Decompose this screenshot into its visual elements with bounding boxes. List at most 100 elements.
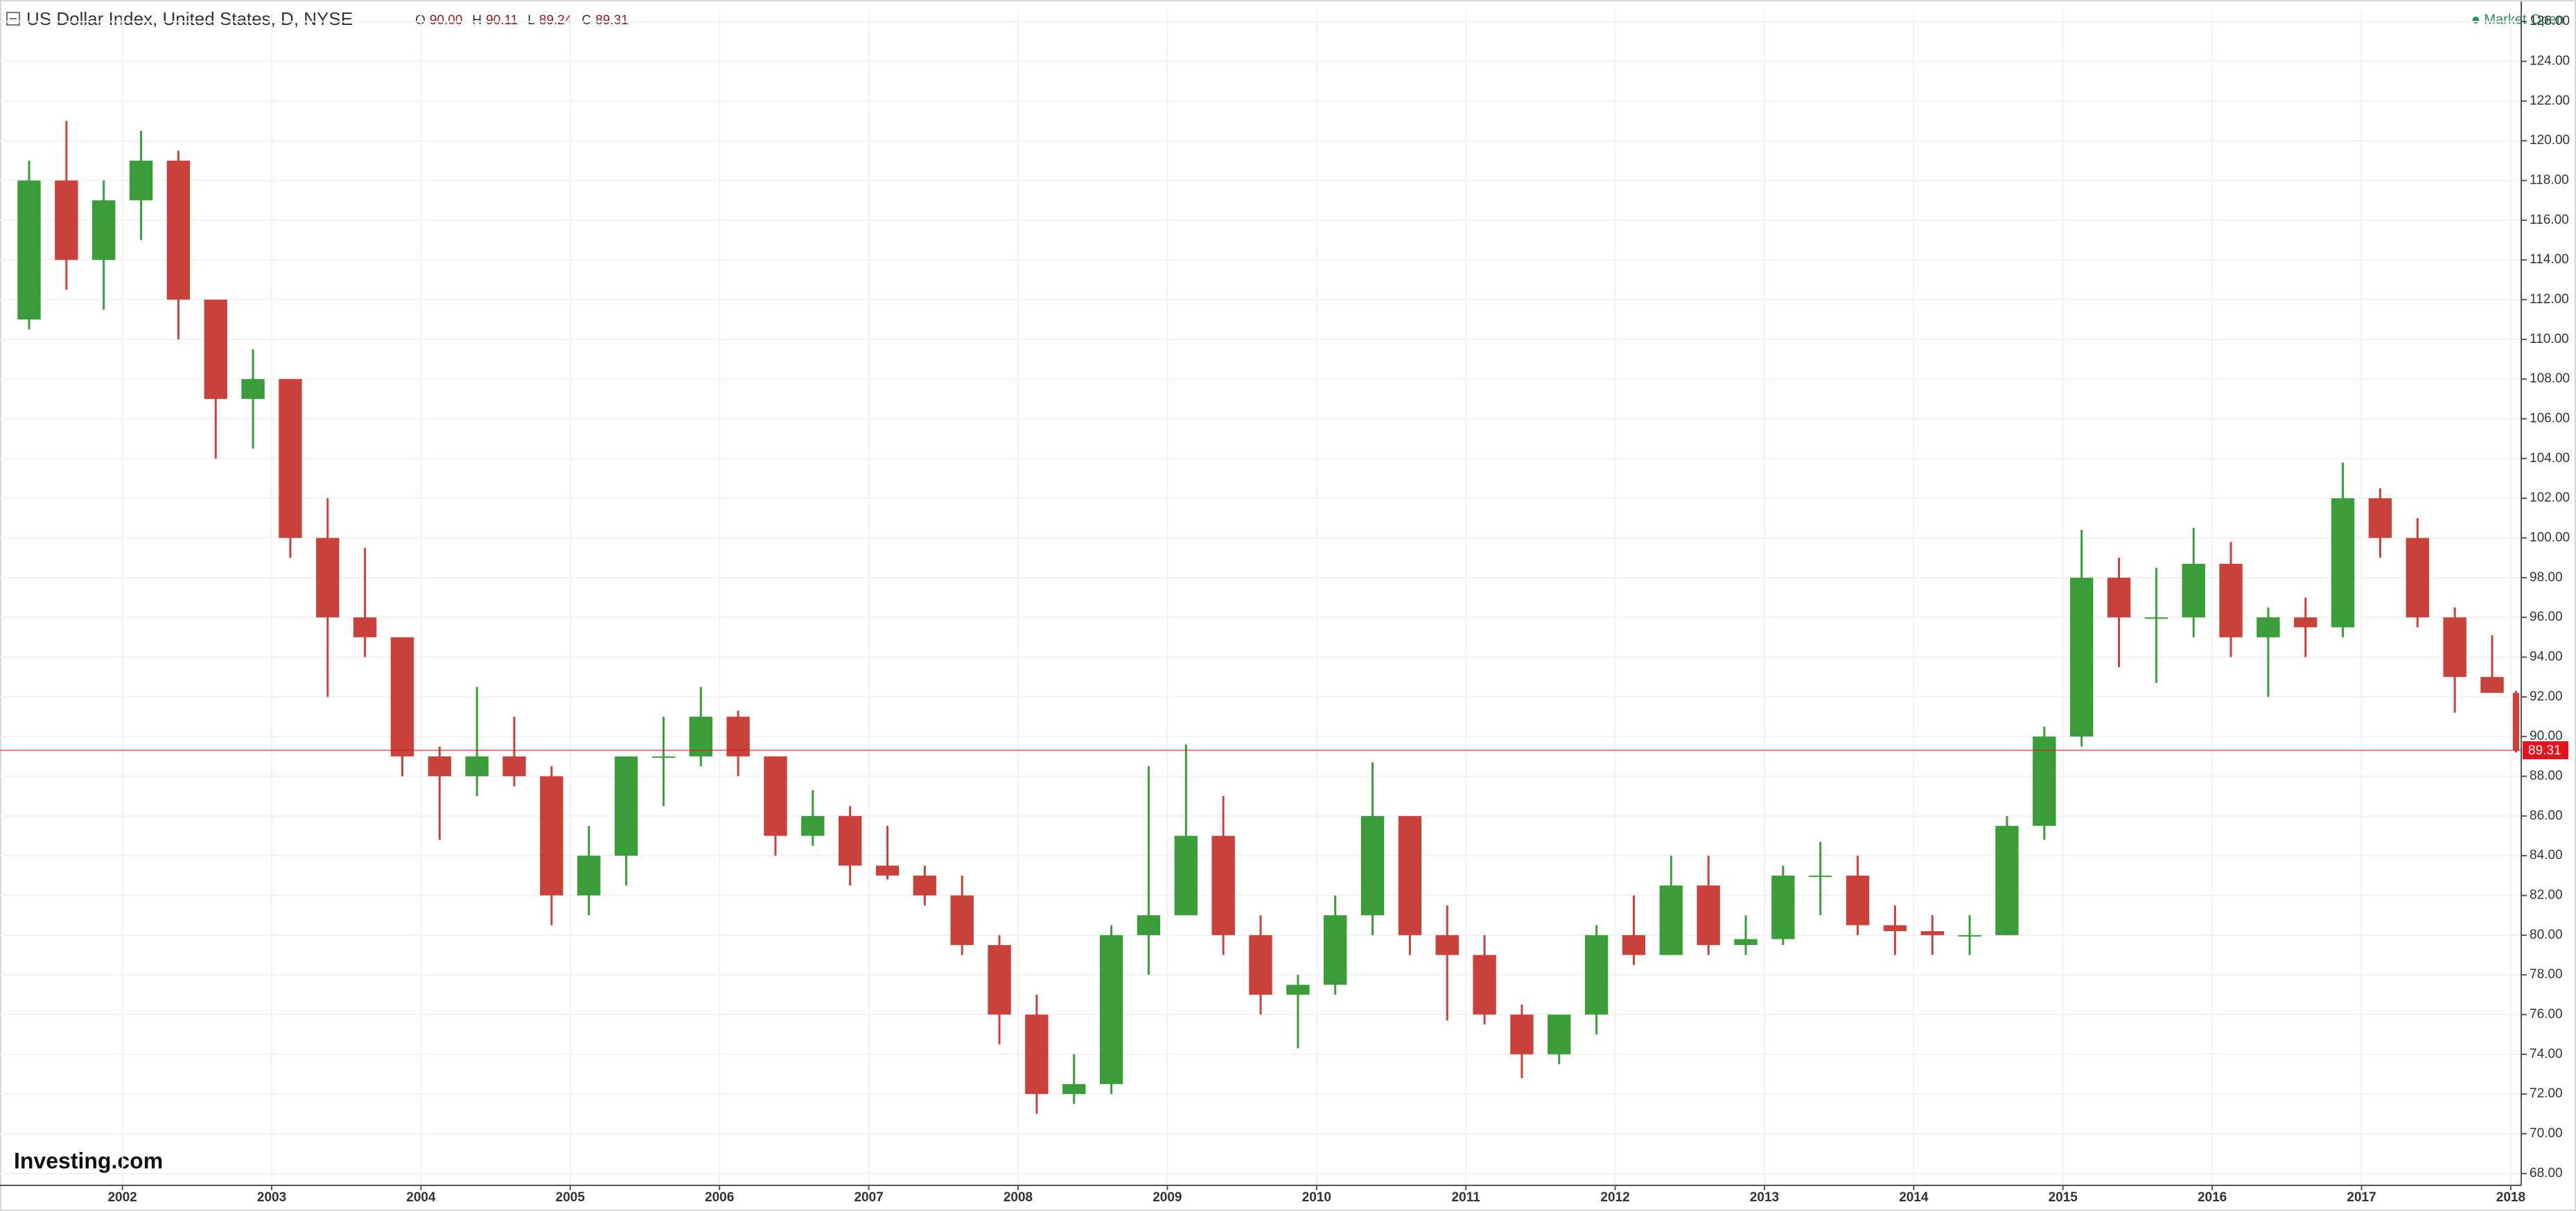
candle-body <box>1809 875 1832 877</box>
candle-body <box>204 299 227 399</box>
ohlc-value: 89.24 <box>539 13 572 28</box>
candle-body <box>2512 693 2520 751</box>
candle-body <box>614 756 638 856</box>
candle-body <box>129 160 153 201</box>
candle-body <box>1510 1014 1534 1054</box>
candle-body <box>1249 935 1272 995</box>
candle-body <box>2107 577 2131 618</box>
candle-body <box>1771 875 1795 939</box>
candle-body <box>540 776 563 896</box>
candle-body <box>17 180 41 320</box>
y-tick-label: 96.00 <box>2530 610 2563 624</box>
candle-body <box>2182 563 2205 618</box>
candle-body <box>2219 563 2243 637</box>
y-tick-label: 102.00 <box>2530 490 2570 505</box>
candle-body <box>465 756 489 777</box>
y-tick-label: 118.00 <box>2530 173 2569 188</box>
candle-body <box>1211 836 1235 935</box>
y-tick-label: 98.00 <box>2530 570 2563 585</box>
y-tick-label: 120.00 <box>2530 133 2570 148</box>
candle-body <box>166 160 191 300</box>
chart-title: US Dollar Index, United States, D, NYSE <box>26 8 353 29</box>
x-tick-label: 2006 <box>705 1190 734 1205</box>
y-tick-label: 106.00 <box>2530 412 2570 426</box>
y-tick-label: 90.00 <box>2530 729 2563 743</box>
candle-body <box>241 379 265 399</box>
candle-body <box>92 200 116 260</box>
candle-body <box>651 756 676 758</box>
candle-body <box>801 815 825 836</box>
collapse-icon[interactable] <box>6 12 20 26</box>
candle-body <box>2331 498 2355 628</box>
x-tick-label: 2010 <box>1302 1190 1331 1205</box>
candle-body <box>1099 935 1123 1084</box>
y-tick-label: 84.00 <box>2530 848 2563 863</box>
candle-body <box>1846 875 1870 926</box>
logo: Investing.com <box>14 1148 163 1173</box>
candle-body <box>577 856 601 896</box>
y-tick-label: 76.00 <box>2530 1007 2563 1021</box>
candle-body <box>1473 955 1496 1015</box>
ohlc-label: L <box>527 13 535 28</box>
y-tick-label: 114.00 <box>2530 252 2569 267</box>
x-tick-label: 2018 <box>2496 1190 2525 1205</box>
candle-body <box>1286 984 1310 995</box>
candle-body <box>353 617 377 637</box>
candle-body <box>1883 925 1907 932</box>
y-tick-label: 72.00 <box>2530 1086 2563 1101</box>
candle-body <box>316 538 340 618</box>
candle-body <box>2294 617 2317 628</box>
y-tick-label: 108.00 <box>2530 371 2570 386</box>
x-tick-label: 2013 <box>1750 1190 1779 1205</box>
y-tick-label: 74.00 <box>2530 1047 2563 1061</box>
y-tick-label: 80.00 <box>2530 928 2563 942</box>
y-tick-label: 82.00 <box>2530 887 2563 902</box>
x-tick-label: 2014 <box>1899 1190 1929 1205</box>
candle-body <box>1995 826 2019 935</box>
candle-body <box>1062 1084 1086 1095</box>
candle-body <box>1174 836 1198 916</box>
y-tick-label: 124.00 <box>2530 54 2570 69</box>
x-tick-label: 2007 <box>854 1190 883 1205</box>
candle-body <box>950 895 974 946</box>
market-status: Market Open <box>2484 12 2564 27</box>
x-tick-label: 2015 <box>2049 1190 2078 1205</box>
candle-body <box>1548 1014 1571 1054</box>
y-tick-label: 116.00 <box>2530 213 2569 227</box>
y-tick-label: 112.00 <box>2530 292 2569 307</box>
x-tick-label: 2008 <box>1004 1190 1033 1205</box>
candle-body <box>2144 617 2168 619</box>
candle-body <box>428 756 452 777</box>
candle-body <box>1435 935 1459 955</box>
x-tick-label: 2012 <box>1600 1190 1629 1205</box>
candle-body <box>1958 935 1981 937</box>
candle-body <box>1659 885 1683 955</box>
candle-body <box>764 756 787 836</box>
candle-body <box>2069 577 2094 737</box>
y-tick-label: 110.00 <box>2530 332 2569 346</box>
candle-body <box>913 875 937 896</box>
y-tick-label: 104.00 <box>2530 451 2570 466</box>
candle-body <box>2480 677 2504 693</box>
y-tick-label: 100.00 <box>2530 531 2570 545</box>
candle-body <box>1137 915 1161 935</box>
candle-body <box>2368 498 2392 538</box>
status-dot <box>2472 17 2480 24</box>
x-tick-label: 2002 <box>107 1190 137 1205</box>
candle-body <box>1734 939 1758 946</box>
candle-body <box>2406 538 2429 618</box>
y-tick-label: 122.00 <box>2530 94 2570 108</box>
y-tick-label: 68.00 <box>2530 1166 2563 1181</box>
candle-body <box>838 815 862 866</box>
candle-body <box>55 180 78 260</box>
y-tick-label: 88.00 <box>2530 769 2563 784</box>
candle-body <box>988 945 1011 1015</box>
candle-body <box>1920 931 1944 935</box>
last-price-label: 89.31 <box>2528 743 2561 758</box>
y-tick-label: 78.00 <box>2530 967 2563 982</box>
x-tick-label: 2016 <box>2198 1190 2227 1205</box>
last-price-tag <box>2523 741 2568 759</box>
